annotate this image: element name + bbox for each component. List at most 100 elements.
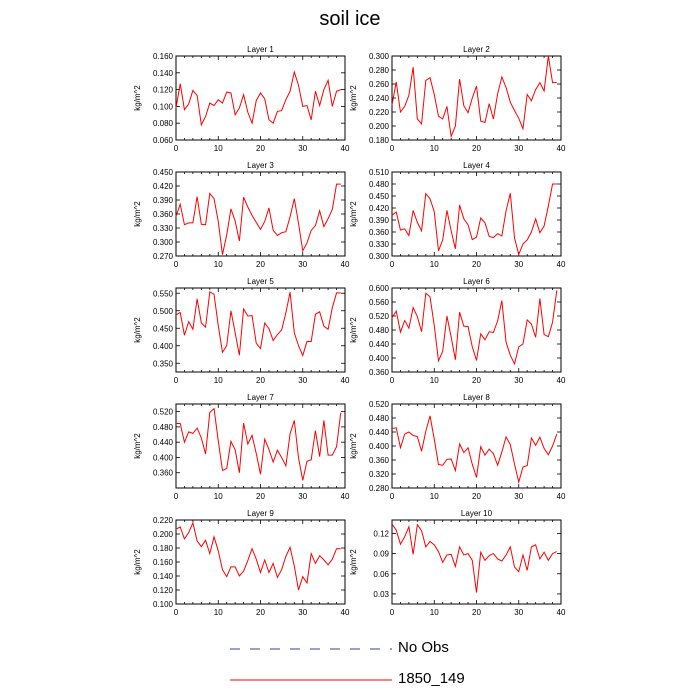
- x-tick-label: 40: [341, 144, 350, 153]
- x-tick-label: 10: [430, 492, 439, 501]
- y-tick-label: 0.03: [373, 590, 389, 599]
- series-line-1850-149: [391, 55, 557, 139]
- y-tick-label: 0.360: [153, 469, 174, 478]
- y-tick-label: 0.400: [153, 453, 174, 462]
- y-tick-label: 0.390: [369, 216, 390, 225]
- x-tick-label: 10: [430, 144, 439, 153]
- x-tick-label: 30: [298, 608, 307, 617]
- x-tick-label: 10: [430, 608, 439, 617]
- y-tick-label: 0.120: [153, 86, 174, 95]
- series-line-1850-149: [176, 407, 342, 481]
- y-tick-label: 0.140: [153, 572, 174, 581]
- y-tick-label: 0.420: [153, 182, 174, 191]
- panel-title: Layer 9: [247, 509, 274, 518]
- panel-title: Layer 6: [463, 277, 490, 286]
- y-tick-label: 0.120: [153, 586, 174, 595]
- y-tick-label: 0.420: [369, 204, 390, 213]
- y-axis-label: kg/m^2: [349, 85, 358, 111]
- x-tick-label: 0: [174, 492, 179, 501]
- x-tick-label: 20: [256, 260, 265, 269]
- y-tick-label: 0.400: [369, 442, 390, 451]
- y-tick-label: 0.510: [369, 168, 390, 177]
- x-tick-label: 20: [256, 492, 265, 501]
- x-tick-label: 40: [341, 492, 350, 501]
- y-tick-label: 0.480: [369, 414, 390, 423]
- plot-frame: [175, 403, 346, 489]
- x-tick-label: 20: [256, 608, 265, 617]
- y-axis-label: kg/m^2: [133, 201, 142, 227]
- panel-layer-10: Layer 10 0 10 20 30 40 0.03 0.06 0.09 0.12 kg/m^2: [349, 509, 566, 617]
- panel-layer-4: Layer 4 0 10 20 30 40 0.300 0.330 0.360 0.390 0.42…: [349, 161, 566, 269]
- x-tick-label: 10: [214, 492, 223, 501]
- x-tick-label: 0: [390, 260, 395, 269]
- x-tick-label: 0: [174, 608, 179, 617]
- plot-frame: [175, 55, 346, 141]
- y-axis-label: kg/m^2: [133, 433, 142, 459]
- panel-title: Layer 10: [461, 509, 493, 518]
- x-tick-label: 30: [298, 376, 307, 385]
- series-line-1850-149: [391, 415, 558, 485]
- x-tick-label: 10: [214, 376, 223, 385]
- x-tick-label: 40: [341, 260, 350, 269]
- y-tick-label: 0.12: [373, 529, 389, 538]
- panel-title: Layer 7: [247, 393, 274, 402]
- series-line-1850-149: [391, 290, 558, 366]
- y-tick-label: 0.390: [153, 196, 174, 205]
- x-tick-label: 10: [214, 608, 223, 617]
- x-tick-label: 0: [390, 492, 395, 501]
- y-tick-label: 0.09: [373, 550, 389, 559]
- y-tick-label: 0.160: [153, 558, 174, 567]
- y-tick-label: 0.330: [369, 240, 390, 249]
- panel-layer-1: Layer 1 0 10 20 30 40 0.060 0.080 0.100 0.120 0.14…: [133, 45, 350, 153]
- y-tick-label: 0.440: [369, 340, 390, 349]
- x-tick-label: 20: [472, 492, 481, 501]
- y-tick-label: 0.330: [153, 224, 174, 233]
- y-tick-label: 0.450: [369, 192, 390, 201]
- panel-title: Layer 8: [463, 393, 490, 402]
- series-line-1850-149: [175, 70, 341, 127]
- y-tick-label: 0.160: [153, 52, 174, 61]
- x-tick-label: 0: [390, 376, 395, 385]
- x-tick-label: 0: [174, 144, 179, 153]
- x-tick-label: 30: [514, 608, 523, 617]
- x-tick-label: 30: [514, 144, 523, 153]
- y-tick-label: 0.360: [153, 210, 174, 219]
- y-tick-label: 0.220: [369, 108, 390, 117]
- panel-title: Layer 2: [463, 45, 490, 54]
- x-tick-label: 0: [174, 260, 179, 269]
- x-tick-label: 10: [430, 260, 439, 269]
- y-tick-label: 0.100: [153, 600, 174, 609]
- y-tick-label: 0.440: [369, 428, 390, 437]
- x-tick-label: 20: [472, 260, 481, 269]
- x-tick-label: 30: [298, 260, 307, 269]
- x-tick-label: 30: [514, 492, 523, 501]
- x-tick-label: 0: [390, 608, 395, 617]
- y-axis-label: kg/m^2: [349, 433, 358, 459]
- x-tick-label: 40: [557, 144, 566, 153]
- panel-layer-7: Layer 7 0 10 20 30 40 0.360 0.400 0.440 0.480 0.52…: [133, 393, 350, 501]
- y-tick-label: 0.520: [153, 408, 174, 417]
- y-tick-label: 0.480: [153, 423, 174, 432]
- panel-layer-5: Layer 5 0 10 20 30 40 0.350 0.400 0.450 0.500 0.55…: [133, 277, 350, 385]
- panel-layer-8: Layer 8 0 10 20 30 40 0.280 0.320 0.360 0.400 0.44…: [349, 393, 566, 501]
- x-tick-label: 40: [557, 260, 566, 269]
- y-axis-label: kg/m^2: [349, 549, 358, 575]
- plot-frame: [175, 519, 346, 605]
- y-tick-label: 0.280: [369, 66, 390, 75]
- y-tick-label: 0.300: [153, 238, 174, 247]
- x-tick-label: 40: [341, 376, 350, 385]
- y-tick-label: 0.600: [369, 284, 390, 293]
- y-axis-label: kg/m^2: [133, 549, 142, 575]
- panel-layer-3: Layer 3 0 10 20 30 40 0.270 0.300 0.330 0.360 0.39…: [133, 161, 350, 269]
- y-tick-label: 0.240: [369, 94, 390, 103]
- series-line-1850-149: [391, 523, 557, 593]
- y-tick-label: 0.450: [153, 324, 174, 333]
- y-tick-label: 0.060: [153, 136, 174, 145]
- y-tick-label: 0.080: [153, 119, 174, 128]
- panel-title: Layer 5: [247, 277, 274, 286]
- plot-frame: [391, 55, 562, 141]
- plot-frame: [391, 171, 562, 257]
- series-line-1850-149: [175, 521, 341, 591]
- x-tick-label: 40: [341, 608, 350, 617]
